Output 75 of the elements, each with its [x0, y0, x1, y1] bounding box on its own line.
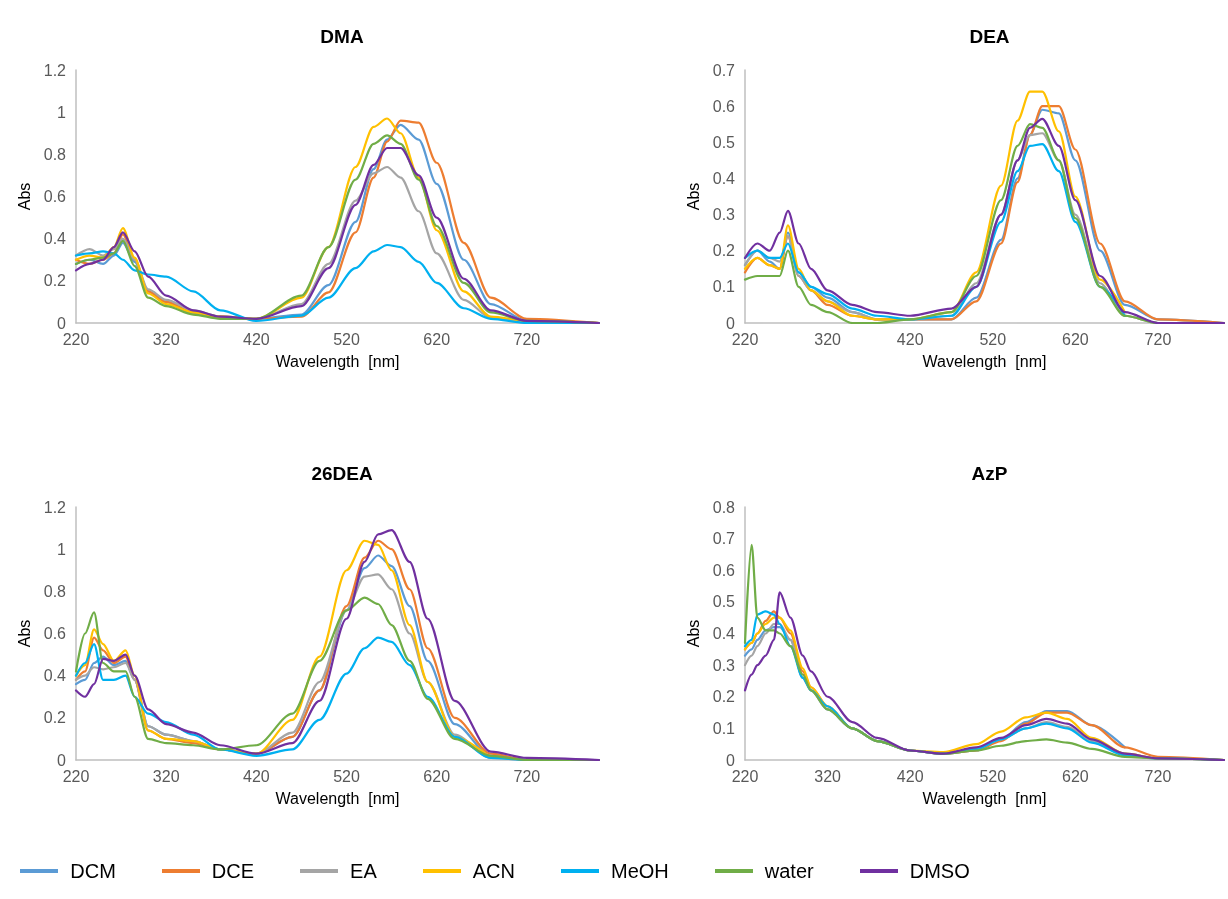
y-tick-label: 0.5	[712, 133, 736, 151]
y-tick-label: 0.8	[43, 145, 67, 163]
legend-label: EA	[350, 859, 377, 883]
y-tick-label: 0.2	[43, 709, 67, 727]
x-tick-label: 220	[62, 767, 90, 785]
chart-title: DMA	[320, 26, 364, 47]
legend-label: DMSO	[909, 859, 970, 883]
x-tick-label: 520	[333, 767, 360, 785]
y-tick-label: 0.6	[712, 97, 736, 115]
y-tick-label: 1	[57, 103, 67, 121]
x-tick-label: 320	[152, 330, 180, 348]
x-tick-label: 720	[1144, 767, 1172, 785]
x-tick-label: 620	[423, 767, 451, 785]
y-tick-label: 0.4	[712, 625, 736, 642]
y-tick-label: 0	[726, 751, 736, 769]
legend-label: DCM	[70, 859, 116, 883]
x-tick-label: 320	[814, 767, 842, 785]
legend-label: water	[764, 859, 814, 883]
legend-label: DCE	[211, 859, 255, 883]
x-tick-label: 520	[333, 330, 360, 348]
legend-label: MeOH	[611, 859, 669, 883]
x-axis-title: Wavelength [nm]	[275, 352, 400, 370]
legend-label: ACN	[472, 859, 515, 883]
x-tick-label: 520	[979, 330, 1007, 348]
y-tick-label: 0.4	[712, 169, 736, 187]
x-tick-label: 420	[896, 767, 924, 785]
y-tick-label: 0.8	[712, 498, 736, 516]
y-tick-label: 0	[57, 314, 67, 332]
y-axis-title: Abs	[15, 182, 33, 211]
y-tick-label: 0.1	[712, 278, 736, 296]
x-axis-title: Wavelength [nm]	[922, 352, 1047, 370]
y-tick-label: 0.6	[712, 561, 736, 579]
x-tick-label: 720	[513, 330, 541, 348]
x-tick-label: 620	[1061, 767, 1089, 785]
x-axis-title: Wavelength [nm]	[922, 789, 1047, 807]
y-tick-label: 0.4	[43, 230, 67, 248]
x-tick-label: 420	[242, 767, 270, 785]
line-series	[743, 90, 1126, 321]
chart-title: 26DEA	[311, 463, 373, 484]
x-tick-label: 420	[242, 330, 270, 348]
x-tick-label: 520	[979, 767, 1007, 785]
y-axis-title: Abs	[15, 619, 33, 648]
x-tick-label: 220	[731, 330, 759, 348]
y-tick-label: 0.2	[43, 272, 67, 290]
x-tick-label: 620	[1061, 330, 1089, 348]
x-tick-label: 220	[62, 330, 90, 348]
y-tick-label: 0.7	[712, 530, 736, 548]
y-tick-label: 0.4	[43, 667, 67, 685]
y-tick-label: 0.2	[712, 242, 736, 260]
y-tick-label: 0.2	[712, 688, 736, 706]
y-tick-label: 0.5	[712, 593, 736, 611]
x-tick-label: 720	[513, 767, 541, 785]
x-tick-label: 720	[1144, 330, 1172, 348]
chart-title: DEA	[969, 26, 1010, 47]
y-tick-label: 0.1	[712, 719, 736, 737]
x-tick-label: 420	[896, 330, 924, 348]
y-tick-label: 0	[57, 751, 67, 769]
chart-title: AzP	[971, 463, 1008, 484]
y-tick-label: 1.2	[43, 498, 67, 516]
x-axis-title: Wavelength [nm]	[275, 789, 400, 807]
y-tick-label: 0.3	[712, 656, 736, 674]
y-axis-title: Abs	[684, 182, 702, 211]
y-tick-label: 1.2	[43, 61, 67, 79]
y-tick-label: 0.8	[43, 582, 67, 600]
y-tick-label: 0.6	[43, 188, 67, 205]
y-axis-title: Abs	[684, 619, 702, 648]
x-tick-label: 620	[423, 330, 451, 348]
x-tick-label: 320	[814, 330, 842, 348]
y-tick-label: 0	[726, 314, 736, 332]
y-tick-label: 1	[57, 540, 67, 558]
x-tick-label: 320	[152, 767, 180, 785]
x-tick-label: 220	[731, 767, 759, 785]
y-tick-label: 0.7	[712, 61, 736, 79]
y-tick-label: 0.6	[43, 625, 67, 642]
y-tick-label: 0.3	[712, 206, 736, 224]
